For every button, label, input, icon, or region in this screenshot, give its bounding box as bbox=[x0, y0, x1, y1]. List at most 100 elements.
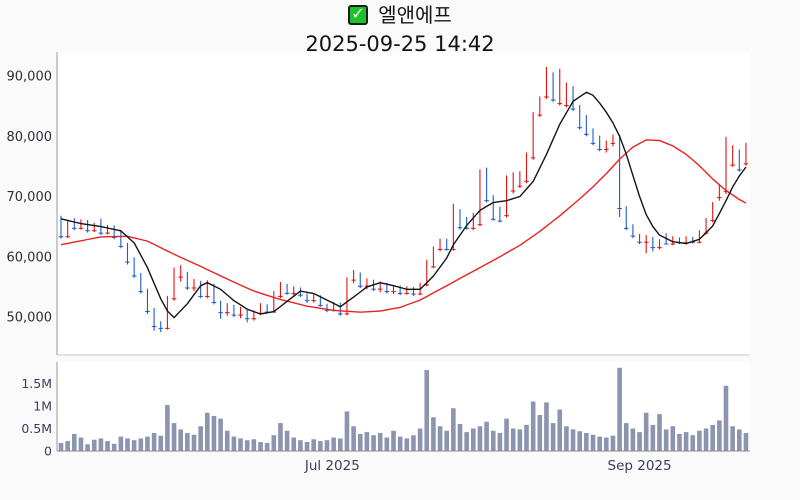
candle-body bbox=[218, 312, 223, 314]
volume-bar bbox=[710, 424, 715, 451]
candle-body bbox=[617, 207, 622, 209]
candle-body bbox=[604, 148, 609, 150]
price-axis-labels: 90,000 80,000 70,000 60,000 50,000 bbox=[7, 70, 53, 326]
volume-bar bbox=[205, 412, 210, 451]
candle-body bbox=[544, 96, 549, 98]
price-tick-label: 70,000 bbox=[7, 190, 53, 205]
volume-bar bbox=[504, 418, 509, 451]
candle-body bbox=[404, 292, 410, 294]
volume-bar bbox=[364, 432, 370, 451]
volume-bar bbox=[344, 411, 350, 451]
candle-body bbox=[65, 236, 70, 238]
date-tick-label: Jul 2025 bbox=[304, 458, 360, 474]
price-tick-label: 80,000 bbox=[7, 130, 53, 145]
candle-body bbox=[224, 312, 230, 314]
candle-body bbox=[98, 232, 104, 234]
volume-bar bbox=[371, 435, 376, 451]
volume-bar bbox=[597, 436, 602, 451]
volume-bar bbox=[58, 442, 64, 451]
volume-bar bbox=[91, 439, 97, 451]
volume-bar bbox=[384, 437, 390, 451]
volume-bar bbox=[730, 426, 735, 451]
volume-bar bbox=[697, 430, 702, 451]
candle-body bbox=[344, 313, 350, 315]
candle-body bbox=[630, 235, 636, 237]
volume-axis-labels: 1.5M 1M 0.5M 0 bbox=[21, 376, 52, 459]
volume-bar bbox=[564, 426, 569, 451]
candle-body bbox=[730, 164, 735, 166]
price-panel bbox=[57, 52, 750, 355]
volume-bar bbox=[105, 441, 110, 451]
volume-bar bbox=[690, 435, 696, 451]
volume-bar bbox=[258, 442, 263, 451]
candle-body bbox=[637, 241, 642, 243]
candle-body bbox=[517, 185, 523, 187]
volume-bar bbox=[278, 423, 283, 451]
volume-bar bbox=[271, 435, 277, 451]
candle-body bbox=[550, 99, 556, 101]
volume-bar bbox=[304, 442, 310, 451]
candle-body bbox=[178, 276, 183, 278]
candle-body bbox=[717, 197, 722, 199]
volume-bar bbox=[318, 441, 323, 451]
volume-bar bbox=[118, 436, 124, 451]
volume-bar bbox=[98, 438, 104, 451]
candle-body bbox=[384, 291, 390, 293]
volume-bar bbox=[677, 433, 682, 451]
volume-bar bbox=[630, 428, 636, 451]
volume-bar bbox=[211, 415, 217, 451]
candle-body bbox=[231, 314, 237, 316]
volume-bar bbox=[517, 429, 523, 451]
volume-bar bbox=[191, 434, 197, 451]
candle-body bbox=[351, 279, 356, 281]
candle-body bbox=[710, 220, 715, 221]
candle-body bbox=[185, 287, 190, 289]
candle-body bbox=[663, 243, 669, 245]
volume-bar bbox=[657, 414, 662, 451]
candle-body bbox=[78, 227, 84, 229]
volume-bar bbox=[464, 432, 469, 451]
volume-bar bbox=[311, 439, 316, 451]
checkmark-icon: ✓ bbox=[348, 4, 369, 25]
candle-body bbox=[424, 284, 430, 286]
candle-body bbox=[238, 314, 243, 316]
volume-bar bbox=[431, 417, 436, 451]
volume-bar bbox=[610, 435, 616, 451]
stock-name-label: 엘앤에프 bbox=[378, 3, 452, 27]
volume-bar bbox=[357, 433, 363, 451]
volume-bar bbox=[338, 438, 343, 451]
volume-bar bbox=[298, 440, 303, 451]
candle-body bbox=[318, 304, 323, 306]
volume-bar bbox=[111, 443, 117, 451]
volume-bar bbox=[158, 435, 164, 451]
volume-bar bbox=[550, 423, 556, 451]
date-axis-labels: Jul 2025 Sep 2025 bbox=[304, 458, 672, 474]
candle-body bbox=[484, 200, 489, 202]
candle-body bbox=[490, 218, 496, 220]
candle-body bbox=[377, 288, 383, 290]
volume-bar bbox=[138, 438, 144, 451]
candle-body bbox=[590, 142, 596, 144]
candle-body bbox=[324, 309, 330, 311]
candle-body bbox=[723, 191, 729, 193]
candle-body bbox=[650, 247, 656, 249]
candle-body bbox=[357, 285, 363, 287]
volume-bar bbox=[391, 430, 396, 451]
volume-tick-label: 0 bbox=[44, 444, 52, 459]
candle-body bbox=[338, 313, 343, 315]
volume-bar bbox=[643, 412, 649, 451]
candle-body bbox=[497, 220, 503, 222]
candle-body bbox=[191, 287, 197, 289]
candle-body bbox=[737, 169, 742, 171]
candle-body bbox=[72, 227, 77, 229]
volume-bar bbox=[145, 436, 150, 451]
volume-bar bbox=[178, 429, 183, 451]
candle-body bbox=[477, 224, 483, 226]
candle-body bbox=[524, 180, 529, 182]
volume-bar bbox=[404, 438, 410, 451]
volume-bar bbox=[471, 428, 476, 451]
volume-bar bbox=[377, 433, 383, 451]
volume-bar bbox=[417, 428, 423, 451]
candle-body bbox=[657, 247, 662, 249]
